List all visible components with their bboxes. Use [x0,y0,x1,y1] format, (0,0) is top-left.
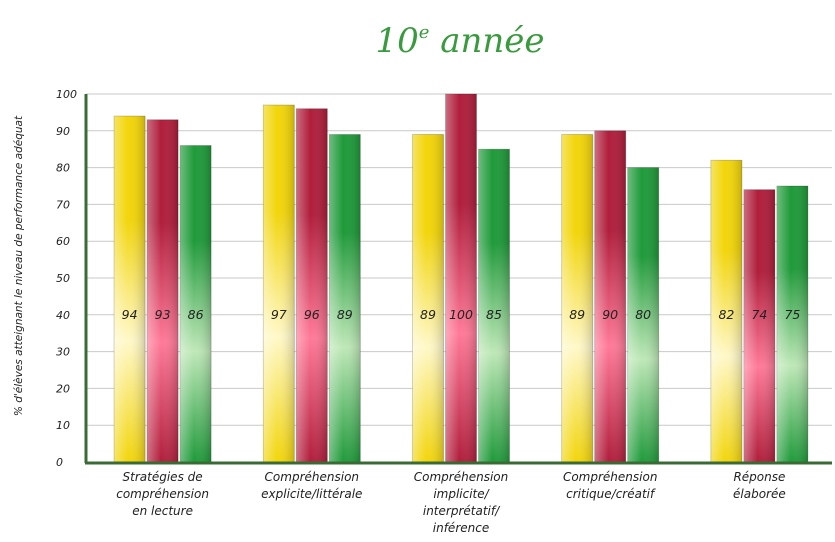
y-tick-label: 100 [56,88,77,101]
x-category-label: Stratégies de compréhension en lecture [116,470,209,518]
x-category-label: Compréhension implicite/interprétatif/inf… [414,470,508,535]
bar-shade [445,94,477,462]
data-label: 82 [718,307,734,322]
chart-title: 10e année [375,21,544,61]
data-label: 93 [155,307,171,322]
bar-shade [743,189,775,462]
y-tick-label: 30 [56,346,70,359]
y-tick-label: 70 [56,198,70,211]
bar-shade [329,134,361,463]
bar-shade [147,119,179,462]
axes [84,94,832,465]
data-label: 86 [188,307,204,322]
data-label: 80 [635,307,651,322]
data-label: 94 [122,307,138,322]
y-axis-label: % d'élèves atteignant le niveau de perfo… [13,115,25,416]
bar-shade [776,186,808,462]
bar-shade [412,134,444,463]
bar-shade [296,108,328,462]
bar-shade [710,160,742,463]
data-label: 75 [784,307,800,322]
x-category-label: Réponse élaborée [733,470,786,501]
x-category-label: Compréhension explicite/littérale [261,470,362,501]
data-label: 100 [449,307,473,322]
y-tick-label: 10 [56,419,70,432]
x-category-label: Compréhension critique/créatif [563,470,657,501]
data-label: 96 [304,307,320,322]
title-sup: e [419,22,430,43]
bar-shade [114,116,146,462]
bar-shade [561,134,593,463]
data-label: 89 [569,307,585,322]
bar-shade [627,167,659,462]
y-tick-label: 90 [56,125,70,138]
data-label: 85 [486,307,502,322]
y-tick-label: 0 [56,456,63,469]
labels: 0 10 20 30 40 50 60 70 80 90 100 94 93 86 Stratégies d… [56,88,800,535]
y-tick-label: 40 [56,309,70,322]
data-label: 74 [751,307,767,322]
data-label: 90 [602,307,618,322]
y-tick-label: 20 [56,382,70,395]
data-label: 97 [271,307,287,322]
bar-shade [594,130,626,463]
y-tick-label: 80 [56,162,70,175]
data-label: 89 [420,307,436,322]
bars [113,93,809,463]
bar-shade [180,145,212,462]
y-tick-label: 50 [56,272,70,285]
title-main: 10 [375,21,418,61]
y-tick-label: 60 [56,235,70,248]
bar-shade [263,105,295,462]
data-label: 89 [337,307,353,322]
title-rest: année [429,21,544,61]
bar-shade [478,149,510,462]
